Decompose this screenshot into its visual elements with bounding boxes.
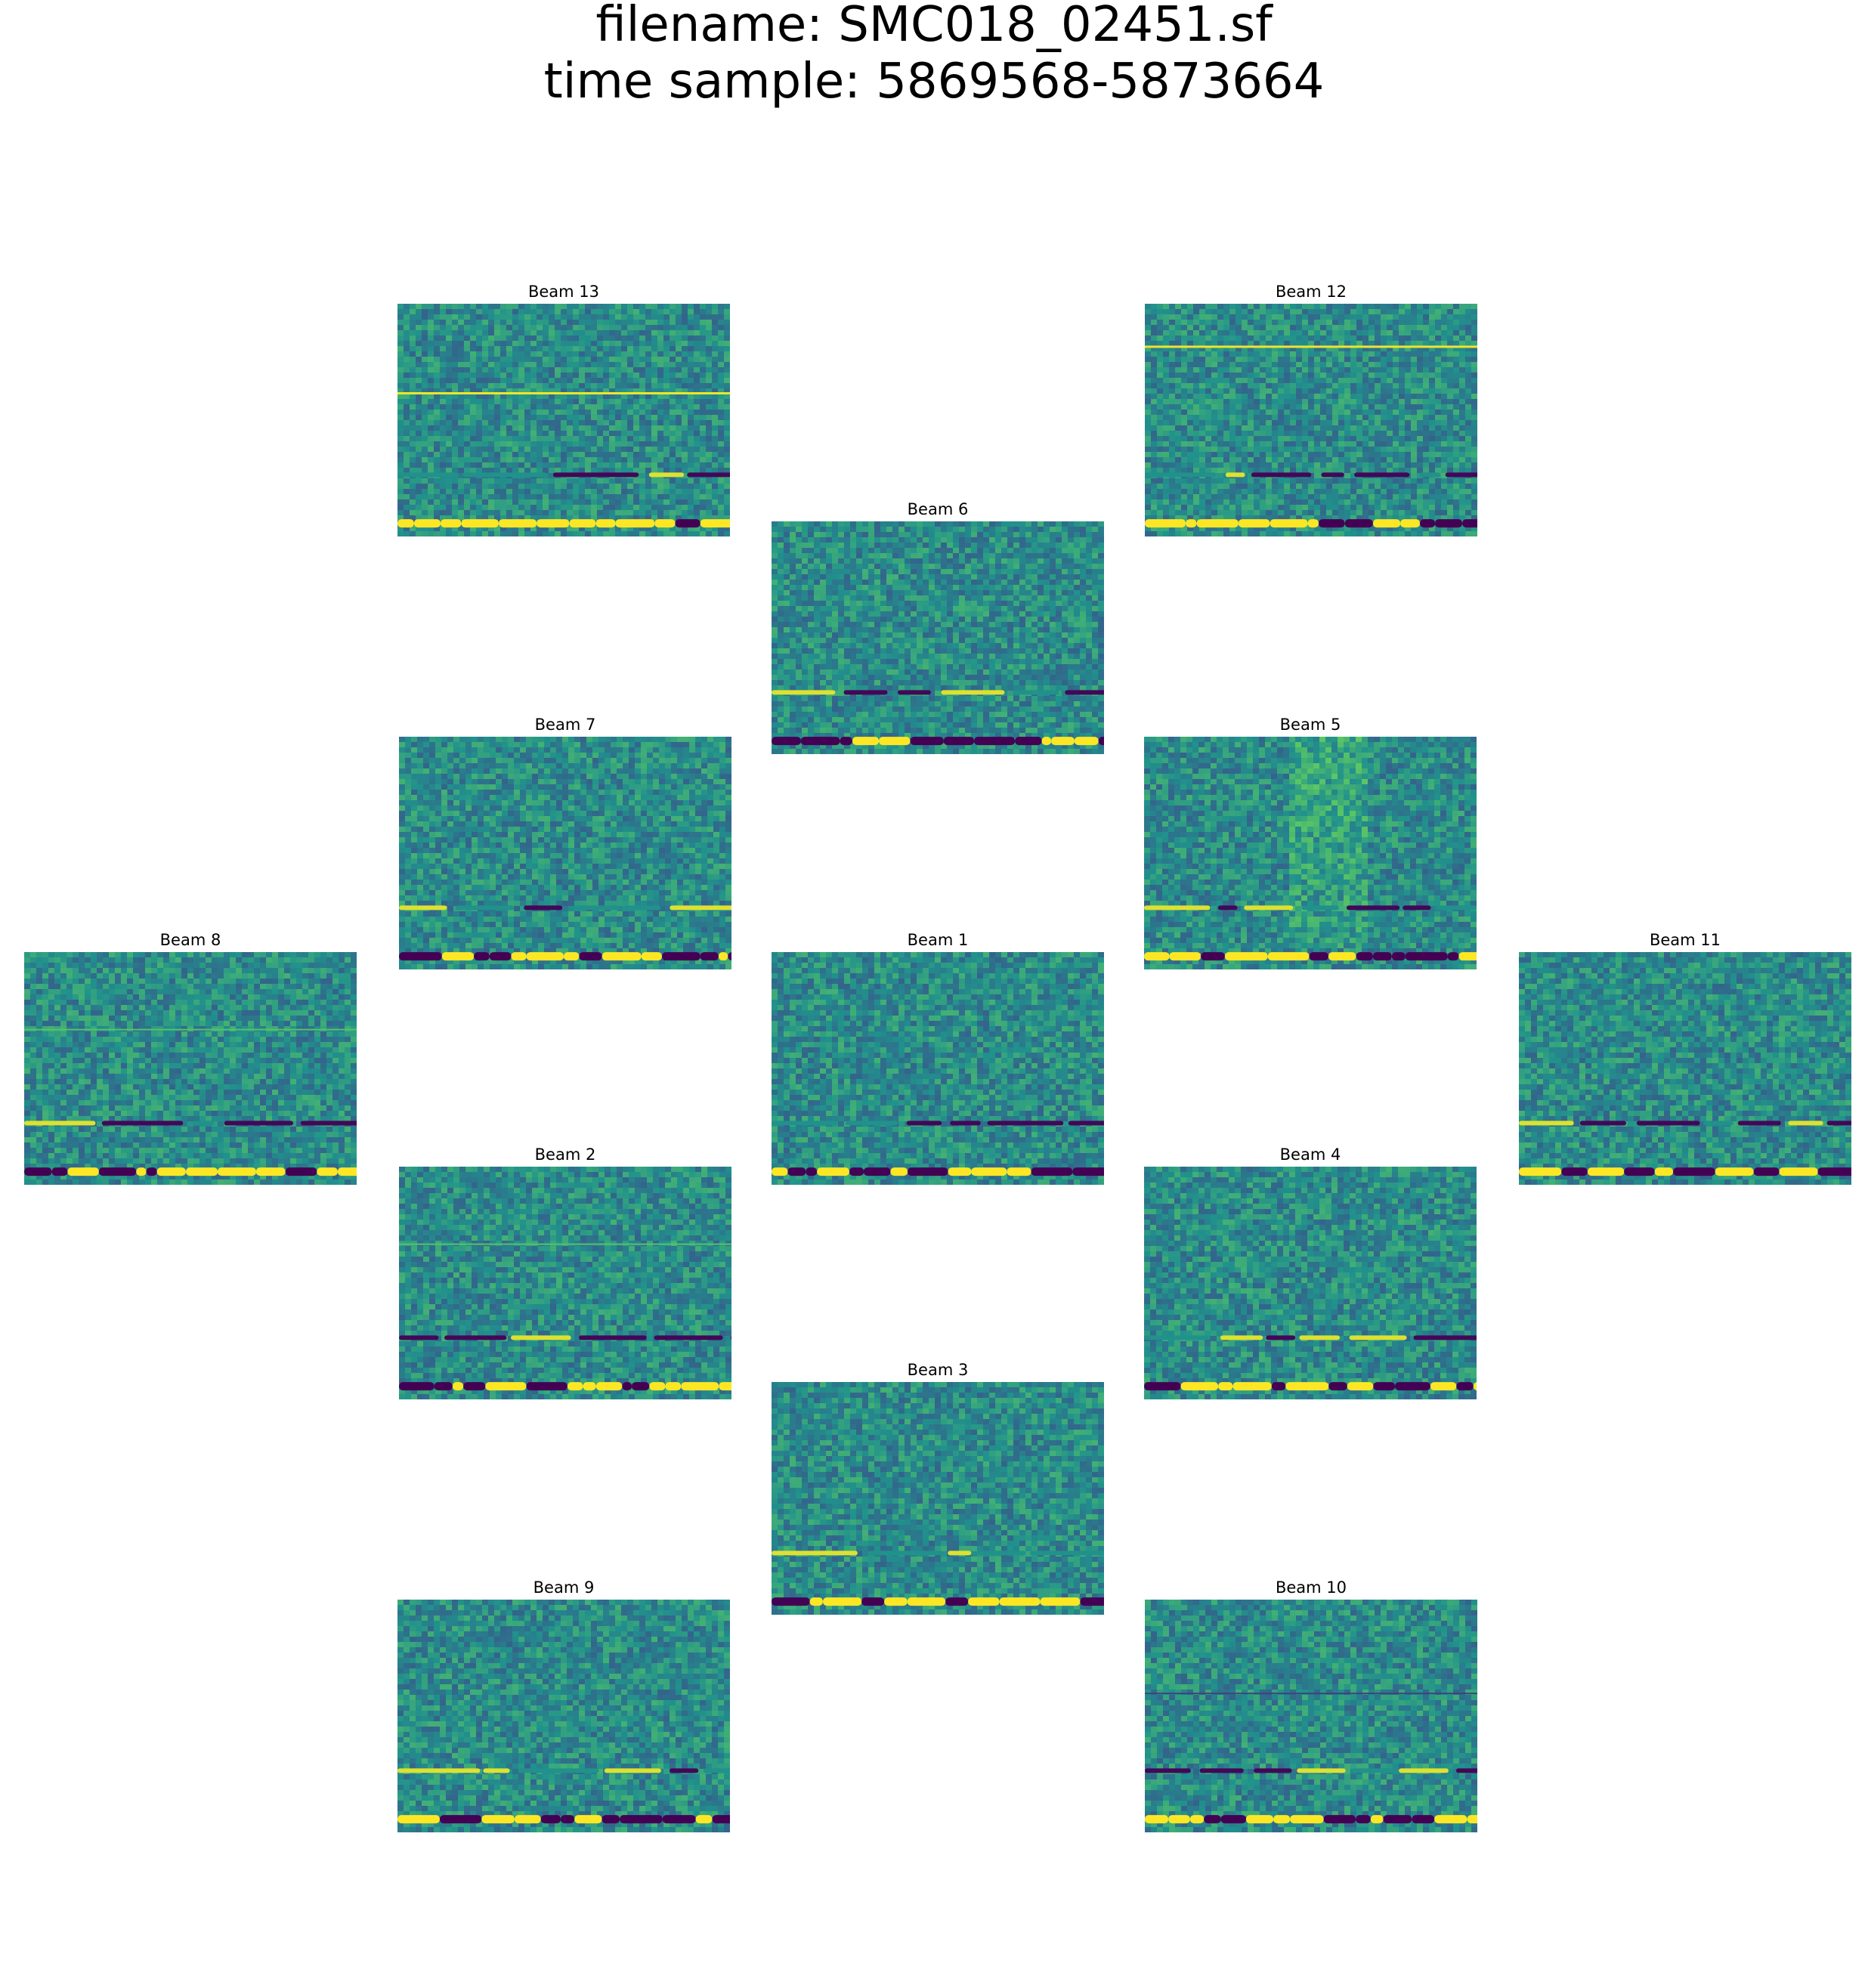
panel-beam-2: Beam 2 [399,1145,731,1399]
panel-beam-3: Beam 3 [772,1361,1104,1615]
spectrogram-beam-11 [1519,952,1851,1185]
panel-beam-11: Beam 11 [1519,931,1851,1185]
figure-title: filename: SMC018_02451.sf time sample: 5… [0,0,1868,110]
panel-title-beam-12: Beam 12 [1145,283,1477,301]
panel-beam-7: Beam 7 [399,716,731,969]
panel-title-beam-9: Beam 9 [397,1578,730,1597]
spectrogram-beam-7 [399,737,731,969]
spectrogram-beam-6 [772,521,1104,754]
panel-beam-1: Beam 1 [772,931,1104,1185]
spectrogram-beam-5 [1144,737,1477,969]
figure-title-filename: filename: SMC018_02451.sf [0,0,1868,54]
panel-beam-6: Beam 6 [772,500,1104,754]
spectrogram-beam-13 [397,304,730,536]
panel-title-beam-11: Beam 11 [1519,931,1851,949]
spectrogram-beam-9 [397,1600,730,1832]
panel-title-beam-4: Beam 4 [1144,1145,1477,1164]
panel-beam-4: Beam 4 [1144,1145,1477,1399]
spectrogram-beam-4 [1144,1167,1477,1399]
spectrogram-beam-8 [24,952,357,1185]
panel-title-beam-3: Beam 3 [772,1361,1104,1379]
panel-title-beam-1: Beam 1 [772,931,1104,949]
panel-beam-5: Beam 5 [1144,716,1477,969]
panel-title-beam-8: Beam 8 [24,931,357,949]
panel-beam-12: Beam 12 [1145,283,1477,536]
panel-title-beam-6: Beam 6 [772,500,1104,518]
figure-title-time-sample: time sample: 5869568-5873664 [0,54,1868,110]
spectrogram-beam-2 [399,1167,731,1399]
panel-title-beam-10: Beam 10 [1145,1578,1477,1597]
panel-title-beam-7: Beam 7 [399,716,731,734]
spectrogram-beam-1 [772,952,1104,1185]
spectrogram-beam-3 [772,1382,1104,1615]
panel-title-beam-5: Beam 5 [1144,716,1477,734]
panel-beam-13: Beam 13 [397,283,730,536]
spectrogram-beam-10 [1145,1600,1477,1832]
panel-title-beam-13: Beam 13 [397,283,730,301]
panel-beam-8: Beam 8 [24,931,357,1185]
panel-beam-9: Beam 9 [397,1578,730,1832]
panel-beam-10: Beam 10 [1145,1578,1477,1832]
panel-title-beam-2: Beam 2 [399,1145,731,1164]
spectrogram-beam-12 [1145,304,1477,536]
